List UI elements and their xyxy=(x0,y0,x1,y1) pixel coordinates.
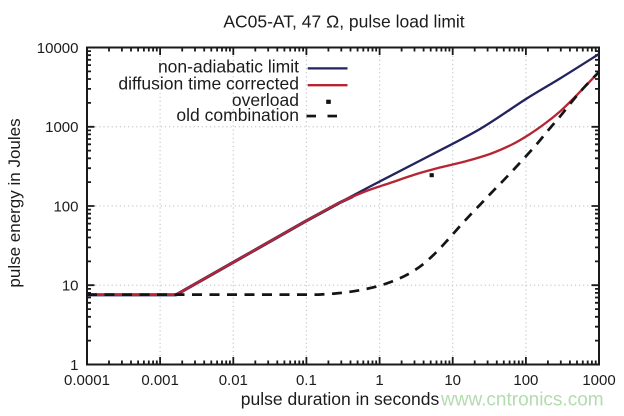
svg-text:100: 100 xyxy=(513,372,538,389)
svg-text:10: 10 xyxy=(62,278,79,295)
svg-text:non-adiabatic limit: non-adiabatic limit xyxy=(158,57,299,77)
svg-text:pulse energy in Joules: pulse energy in Joules xyxy=(5,118,24,287)
svg-text:1000: 1000 xyxy=(45,119,78,136)
svg-text:10: 10 xyxy=(444,372,461,389)
svg-text:0.01: 0.01 xyxy=(219,372,248,389)
svg-text:overload: overload xyxy=(232,90,299,110)
svg-text:0.0001: 0.0001 xyxy=(64,372,110,389)
svg-text:www.cntronics.com: www.cntronics.com xyxy=(440,390,604,411)
svg-text:0.1: 0.1 xyxy=(296,372,317,389)
svg-text:1000: 1000 xyxy=(582,372,615,389)
svg-text:old combination: old combination xyxy=(176,105,299,125)
svg-text:1: 1 xyxy=(375,372,383,389)
svg-text:100: 100 xyxy=(53,198,78,215)
svg-text:1: 1 xyxy=(70,357,78,374)
svg-text:10000: 10000 xyxy=(37,40,79,57)
svg-text:AC05-AT, 47 Ω, pulse load limi: AC05-AT, 47 Ω, pulse load limit xyxy=(223,12,464,32)
svg-text:0.001: 0.001 xyxy=(141,372,179,389)
svg-text:diffusion time corrected: diffusion time corrected xyxy=(118,74,299,94)
svg-text:pulse duration in seconds: pulse duration in seconds xyxy=(241,389,440,409)
